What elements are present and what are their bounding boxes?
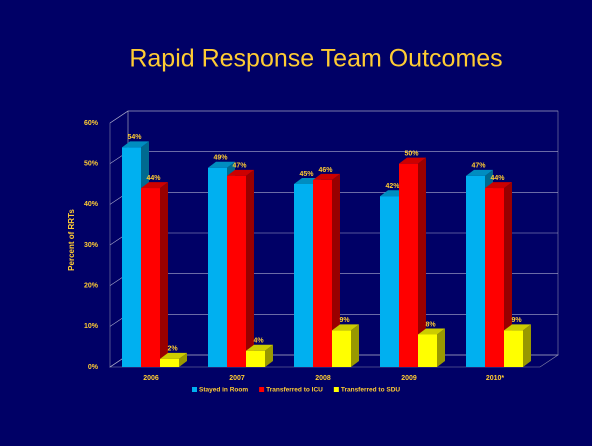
value-label: 44% (490, 175, 505, 182)
grid-line-side (109, 110, 129, 124)
bar-top (227, 169, 254, 176)
bar (332, 330, 351, 367)
y-tick-label: 40% (84, 201, 99, 208)
y-tick-label: 60% (84, 120, 99, 127)
legend-label: Transferred to SDU (341, 387, 401, 394)
bar-top (208, 161, 235, 168)
bar (380, 196, 399, 367)
value-label: 9% (339, 317, 350, 324)
bar-side (332, 173, 340, 367)
value-label: 9% (511, 317, 522, 324)
bar (141, 188, 160, 367)
bar-side (523, 324, 531, 367)
bar-top (418, 328, 445, 335)
value-label: 54% (127, 134, 142, 141)
bar (313, 179, 332, 367)
value-label: 49% (213, 155, 228, 162)
x-tick-label: 2008 (315, 375, 331, 382)
bar-top (246, 344, 273, 351)
value-label: 42% (385, 183, 400, 190)
bar (485, 188, 504, 367)
bar (122, 147, 141, 367)
bar (504, 330, 523, 367)
y-tick-label: 20% (84, 283, 99, 290)
x-tick-label: 2007 (229, 375, 245, 382)
bar-top (466, 169, 493, 176)
bar-top (313, 173, 340, 180)
bar (246, 350, 265, 367)
y-tick-label: 10% (84, 323, 99, 330)
bar-side (504, 182, 512, 367)
bar-side (246, 169, 254, 367)
bar-side (179, 352, 187, 367)
bar (418, 334, 437, 367)
value-label: 44% (146, 175, 161, 182)
x-tick-label: 2006 (143, 375, 159, 382)
y-tick-label: 30% (84, 242, 99, 249)
y-tick-label: 50% (84, 161, 99, 168)
bar (160, 358, 179, 367)
value-label: 50% (404, 151, 419, 158)
y-tick-label: 0% (88, 364, 99, 371)
bar-top (332, 324, 359, 331)
legend-label: Stayed in Room (199, 387, 248, 394)
bar-top (399, 157, 426, 164)
bar (466, 175, 485, 367)
bar (227, 175, 246, 367)
value-label: 47% (232, 163, 247, 170)
bar (399, 163, 418, 367)
x-tick-label: 2009 (401, 375, 417, 382)
bar-top (122, 141, 149, 148)
value-label: 2% (167, 346, 178, 353)
legend-label: Transferred to ICU (266, 387, 323, 394)
bar (208, 167, 227, 367)
x-tick-label: 2010* (486, 375, 505, 382)
bar-top (485, 182, 512, 189)
legend-swatch (333, 387, 339, 392)
legend-swatch (259, 387, 265, 392)
bar-top (141, 182, 168, 189)
value-label: 8% (425, 321, 436, 328)
legend-swatch (192, 387, 197, 392)
value-label: 45% (299, 171, 314, 178)
bar-side (351, 324, 359, 367)
bar-side (265, 344, 273, 367)
bar-side (437, 328, 445, 367)
bar-top (504, 324, 531, 331)
value-label: 46% (318, 167, 333, 174)
chart-title: Rapid Response Team Outcomes (129, 45, 502, 73)
bar (294, 184, 313, 367)
bar-top (160, 352, 187, 359)
value-label: 47% (471, 163, 486, 170)
bar-side (418, 157, 426, 367)
value-label: 4% (253, 338, 264, 345)
y-axis-label: Percent of RRTs (67, 209, 76, 271)
bar-side (160, 182, 168, 367)
